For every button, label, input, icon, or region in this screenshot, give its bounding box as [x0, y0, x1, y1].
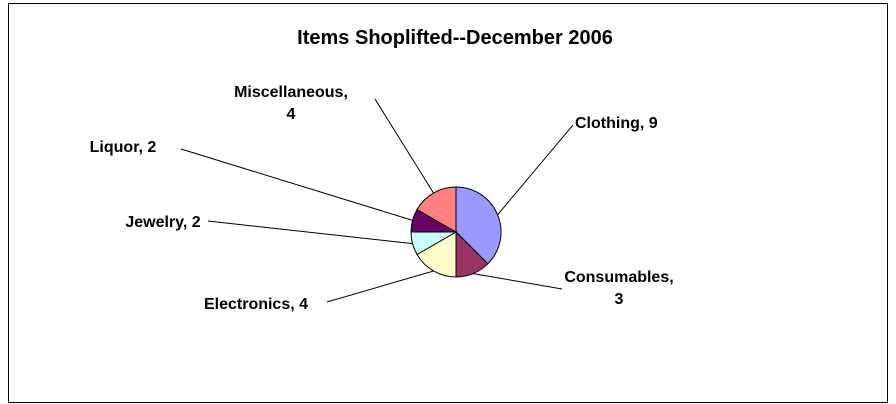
leader-line-clothing: [497, 124, 574, 216]
pie-slice-electronics: [416, 231, 457, 278]
data-label-miscellaneous: Miscellaneous, 4: [234, 84, 348, 123]
leader-line-liquor: [180, 148, 413, 221]
data-label-jewelry: Jewelry, 2: [125, 214, 200, 231]
data-labels: Clothing, 9 Consumables, 3 Electronics, 4 Je…: [90, 84, 674, 313]
pie-slices: [410, 186, 502, 278]
pie-chart: Items Shoplifted--December 2006 Clothing…: [90, 27, 674, 313]
chart-area: Items Shoplifted--December 2006 Clothing…: [8, 3, 888, 403]
data-label-consumables: Consumables, 3: [564, 269, 673, 308]
leader-line-miscellaneous: [374, 98, 434, 194]
pie-slice-clothing: [455, 186, 502, 265]
data-label-clothing: Clothing, 9: [575, 115, 658, 132]
chart-title: Items Shoplifted--December 2006: [297, 27, 613, 49]
leader-line-electronics: [326, 270, 434, 303]
leader-line-consumables: [473, 273, 563, 290]
leader-lines: [180, 98, 574, 303]
pie-slice-miscellaneous: [416, 186, 457, 233]
leader-line-jewelry: [207, 220, 413, 245]
data-label-electronics: Electronics, 4: [204, 296, 308, 313]
data-label-liquor: Liquor, 2: [90, 139, 157, 156]
